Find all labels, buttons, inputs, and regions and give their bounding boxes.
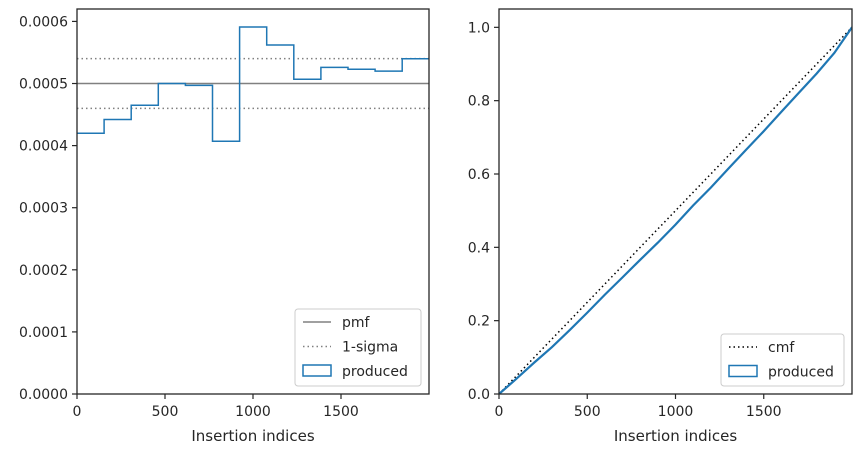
legend-label: produced: [342, 364, 408, 380]
plot-area-right: [499, 26, 852, 394]
legend-label: 1-sigma: [342, 340, 398, 356]
y-tick-label: 0.0002: [19, 263, 68, 279]
legend-right: cmf produced: [720, 333, 845, 387]
x-tick-label: 0: [73, 404, 82, 420]
y-tick-label: 0.2: [468, 314, 490, 330]
legend-handle-produced: [728, 364, 758, 378]
y-tick-label: 0.4: [468, 240, 490, 256]
series-cmf-line: [499, 26, 852, 394]
panel-left: 0 500 1000 1500 0.0000 0.0001 0.0002 0.0003 0.00…: [19, 8, 430, 445]
x-axis-label: Insertion indices: [191, 427, 314, 445]
x-tick-label: 500: [574, 404, 601, 420]
y-tick-label: 0.0: [468, 387, 490, 403]
legend-box: [294, 308, 422, 387]
legend-label: produced: [768, 365, 834, 381]
y-tick-label: 1.0: [468, 20, 490, 36]
series-produced-cumulative-line: [499, 26, 852, 394]
y-tick-label: 0.8: [468, 94, 490, 110]
x-tick-label: 500: [152, 404, 179, 420]
x-tick-label: 1500: [323, 404, 359, 420]
legend-handle-produced: [302, 364, 332, 377]
x-tick-label: 1000: [658, 404, 694, 420]
y-tick-label: 0.0006: [19, 14, 68, 30]
panel-right: 0 500 1000 1500 0.0 0.2 0.4 0.6 0.8 1.0 Insertion …: [468, 8, 853, 445]
y-tick-label: 0.0000: [19, 387, 68, 403]
legend-label: pmf: [342, 315, 371, 331]
series-produced-step-line: [77, 26, 429, 143]
y-tick-label: 0.0001: [19, 325, 68, 341]
y-tick-label: 0.0005: [19, 77, 68, 93]
plot-area-left: [77, 26, 429, 143]
y-tick-label: 0.0003: [19, 201, 68, 217]
legend-label: cmf: [768, 340, 795, 356]
x-tick-label: 1500: [746, 404, 782, 420]
y-tick-label: 0.6: [468, 167, 490, 183]
x-tick-label: 1000: [235, 404, 271, 420]
x-tick-label: 0: [495, 404, 504, 420]
legend-left: pmf 1-sigma produced: [294, 308, 422, 387]
y-tick-label: 0.0004: [19, 139, 68, 155]
x-axis-label: Insertion indices: [614, 427, 737, 445]
